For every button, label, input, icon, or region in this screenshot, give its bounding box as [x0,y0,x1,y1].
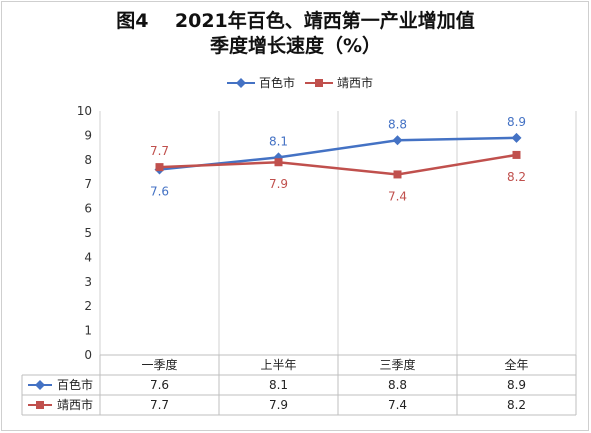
x-category-label: 上半年 [260,358,296,372]
data-label-1: 7.7 [150,144,169,158]
chart-title-line-1: 图4 2021年百色、靖西第一产业增加值 [116,10,475,32]
y-tick-label: 2 [84,299,92,313]
table-value-0: 8.9 [507,378,526,392]
table-series-name-1: 靖西市 [57,397,93,412]
series-point-0 [392,135,403,146]
table-value-0: 8.1 [269,378,288,392]
series-point-1 [155,163,164,172]
legend-label-1: 靖西市 [337,75,373,90]
x-category-label: 一季度 [141,357,177,372]
table-value-1: 7.7 [150,398,169,412]
data-label-0: 8.9 [507,115,526,129]
y-tick-label: 4 [84,250,92,264]
y-tick-label: 0 [84,348,92,362]
data-label-0: 8.8 [388,117,407,131]
table-legend-marker-0 [35,380,45,390]
series-point-0 [511,132,522,143]
table-value-0: 7.6 [150,378,169,392]
data-label-1: 8.2 [507,170,526,184]
series-line-1 [159,153,517,176]
chart-title-line-2: 季度增长速度（%） [209,35,382,57]
series-point-1 [512,150,521,159]
legend-marker-1 [315,79,323,87]
y-tick-label: 9 [84,128,92,142]
data-label-0: 8.1 [269,134,288,148]
table-value-0: 8.8 [388,378,407,392]
y-tick-label: 8 [84,153,92,167]
data-label-0: 7.6 [150,185,169,199]
y-tick-label: 7 [84,177,92,191]
x-category-label: 三季度 [379,357,415,372]
data-label-1: 7.9 [269,177,288,191]
x-category-label: 全年 [504,357,528,372]
table-legend-marker-1 [36,401,44,409]
series-point-1 [393,170,402,179]
y-tick-label: 10 [77,104,92,118]
table-value-1: 8.2 [507,398,526,412]
y-tick-label: 6 [84,202,92,216]
table-value-1: 7.4 [388,398,407,412]
table-series-name-0: 百色市 [57,377,93,392]
legend-marker-0 [236,78,246,88]
y-tick-label: 1 [84,324,92,338]
y-tick-label: 3 [84,275,92,289]
data-label-1: 7.4 [388,189,407,203]
table-value-1: 7.9 [269,398,288,412]
y-tick-label: 5 [84,226,92,240]
legend-label-0: 百色市 [259,75,295,90]
series-point-1 [274,158,283,167]
